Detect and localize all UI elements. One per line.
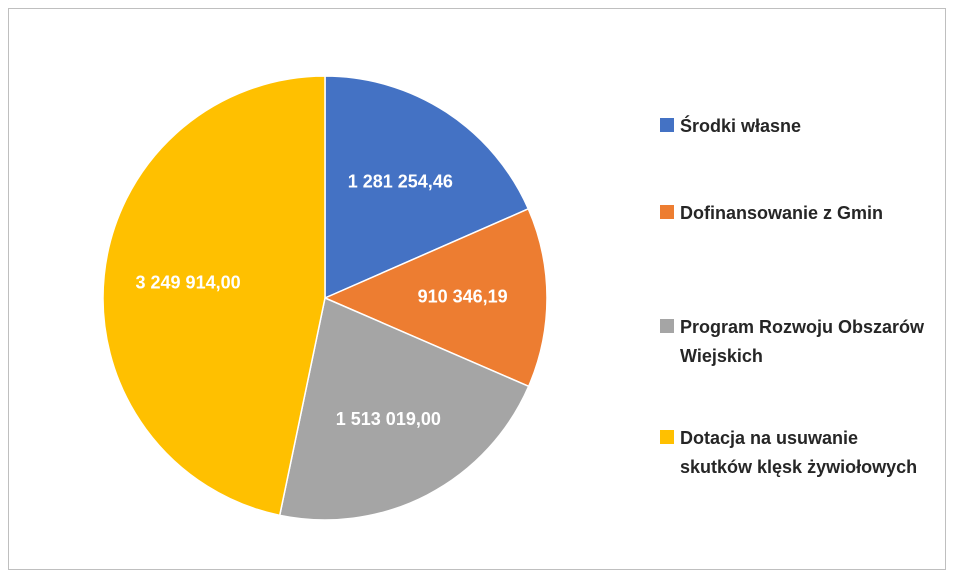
legend-swatch [660, 430, 674, 444]
legend-label: Dofinansowanie z Gmin [680, 203, 884, 223]
data-label: 1 513 019,00 [336, 409, 441, 429]
pie-slice [102, 75, 326, 517]
data-label: 910 346,19 [418, 286, 508, 306]
legend-swatch [660, 205, 674, 219]
data-label: 3 249 914,00 [136, 273, 241, 293]
pie-slice [324, 75, 530, 300]
legend-label: Środki własne [680, 116, 802, 136]
data-label: 1 281 254,46 [348, 172, 453, 192]
pie-slice [323, 207, 548, 388]
legend-label: Program Rozwoju Obszarów Wiejskich [680, 317, 925, 366]
legend-item: Środki własne [660, 112, 935, 141]
legend-item: Dofinansowanie z Gmin [660, 199, 935, 228]
frame [8, 8, 946, 570]
legend-item: Dotacja na usuwanie skutków klęsk żywioł… [660, 424, 935, 482]
legend-label: Dotacja na usuwanie skutków klęsk żywioł… [680, 428, 918, 477]
legend-swatch [660, 319, 674, 333]
legend-item: Program Rozwoju Obszarów Wiejskich [660, 313, 935, 371]
legend-swatch [660, 118, 674, 132]
pie-slice [278, 296, 530, 521]
